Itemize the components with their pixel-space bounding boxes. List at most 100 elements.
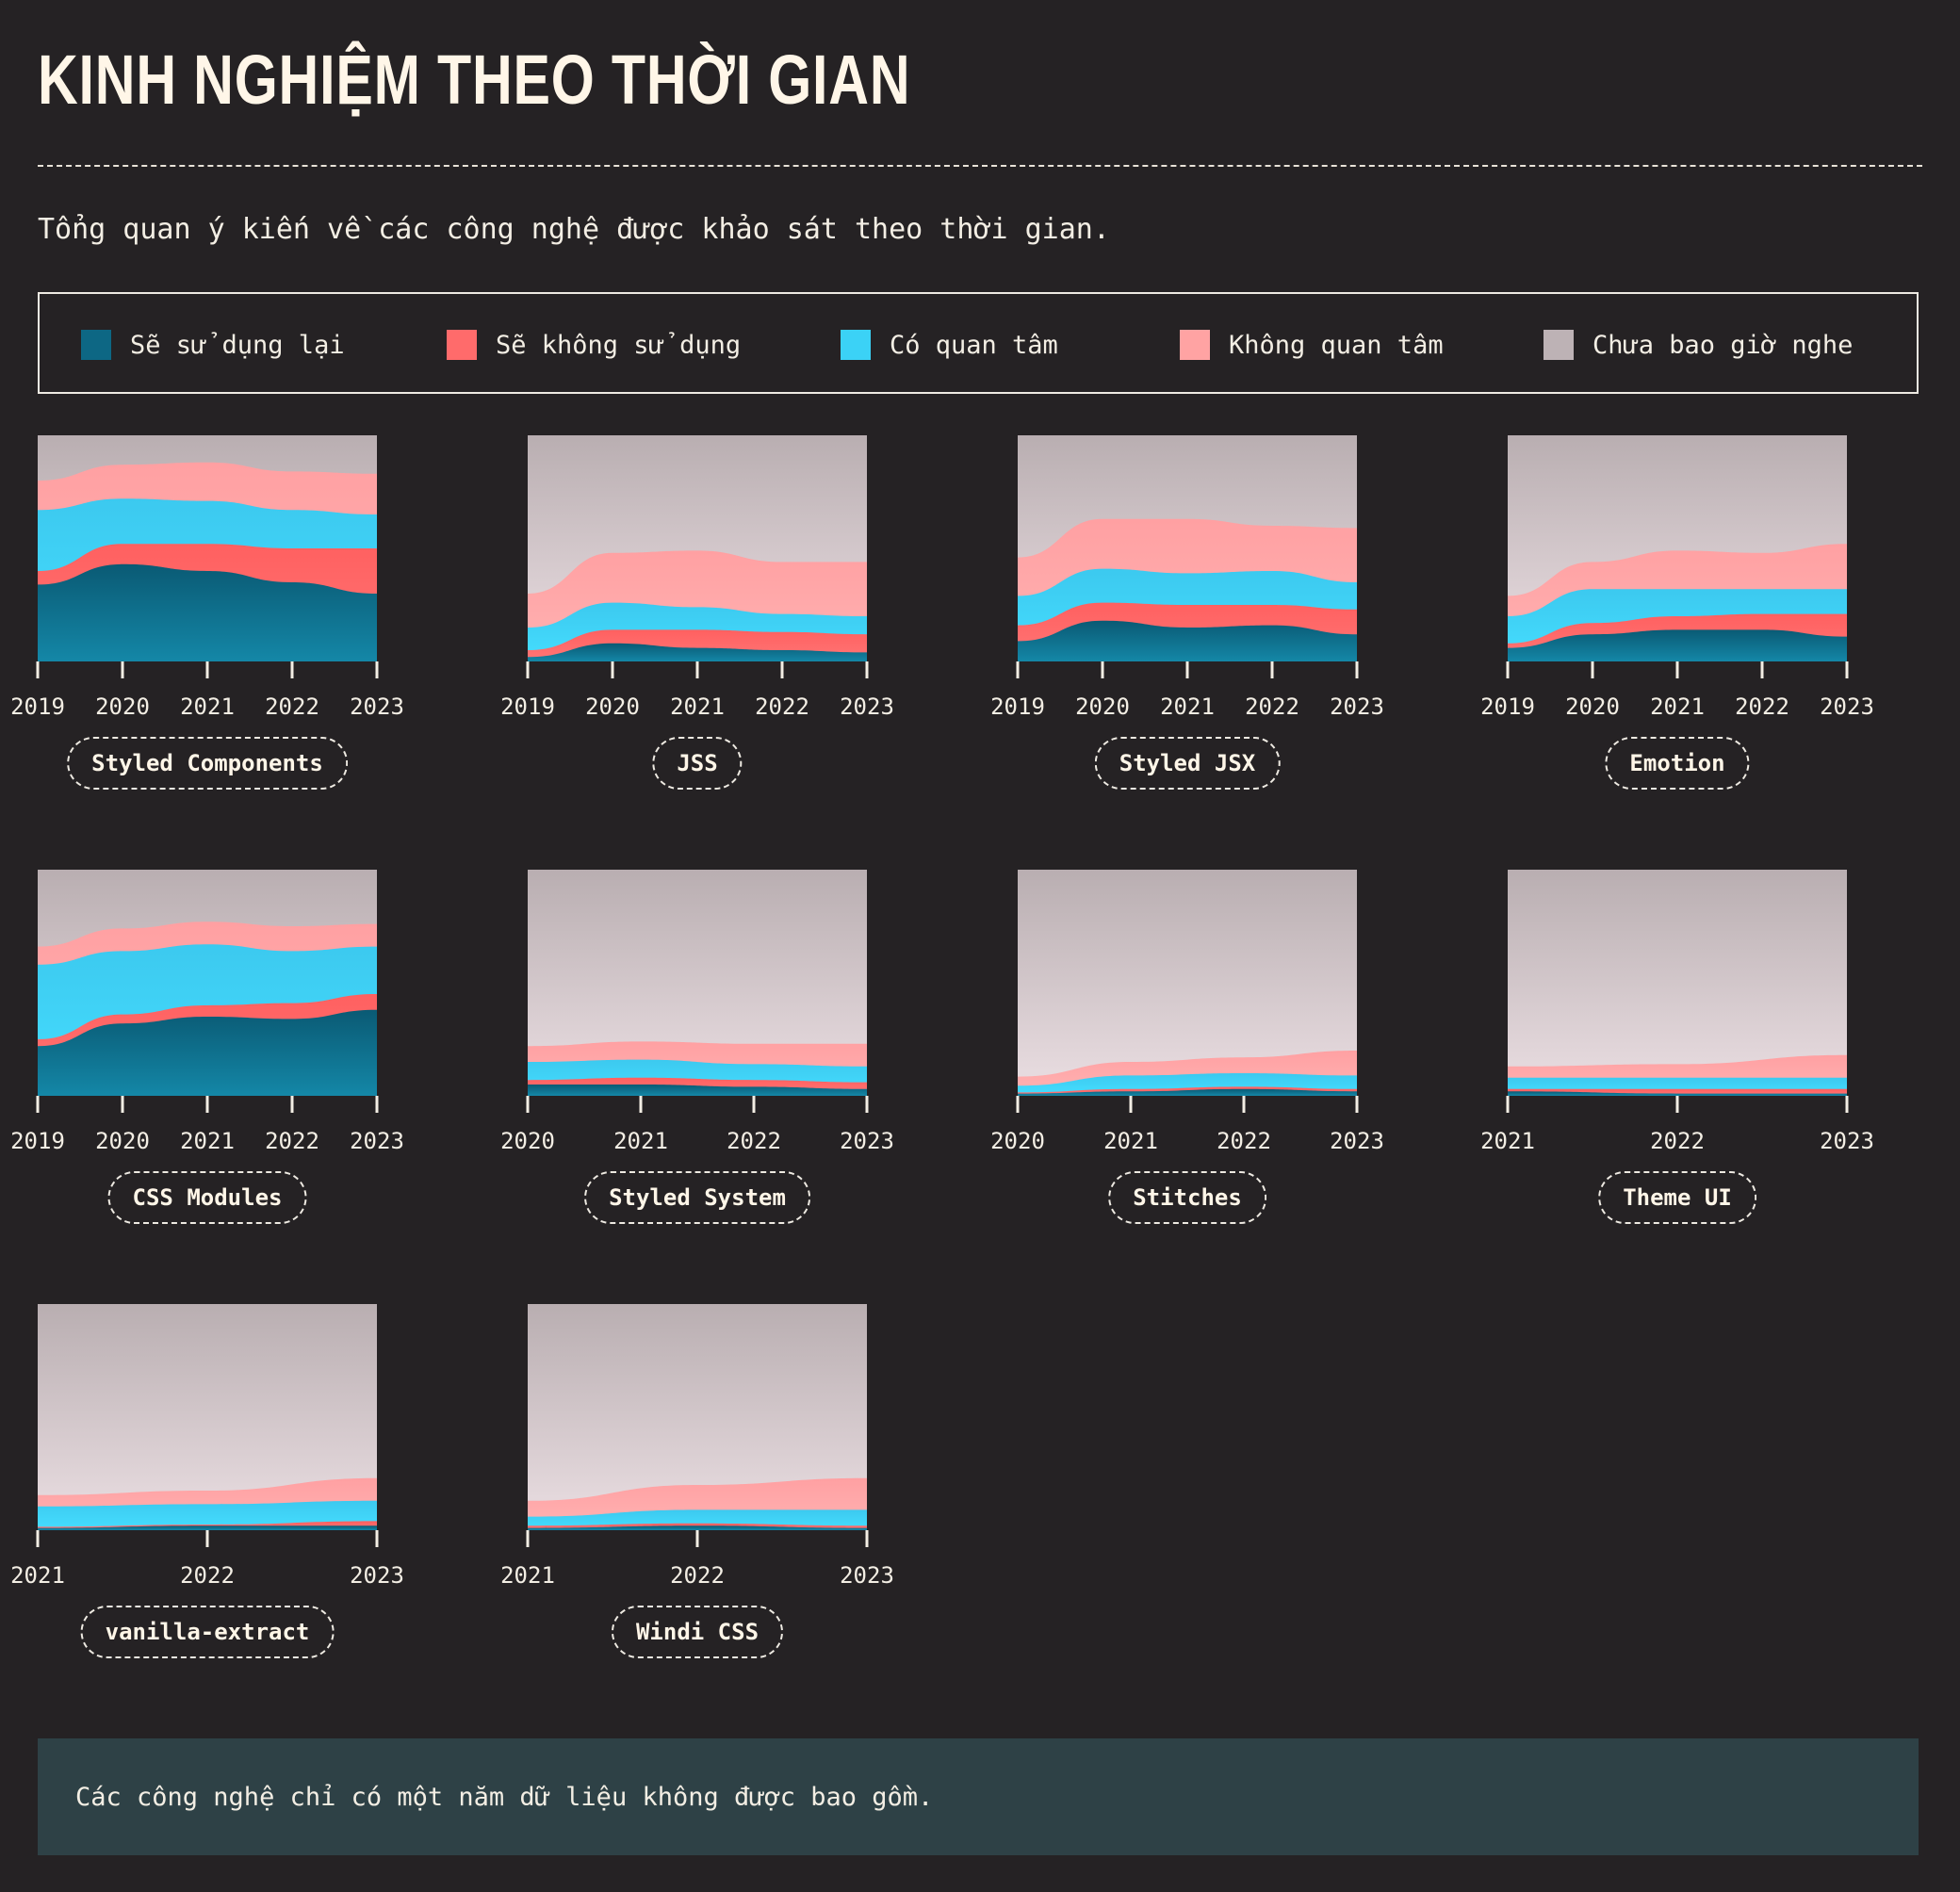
chart-title-pill[interactable]: Theme UI [1598,1171,1756,1224]
chart-title-pill[interactable]: Stitches [1108,1171,1266,1224]
x-tick-label: 2019 [10,1128,65,1154]
area-never-heard [528,1304,867,1530]
chart-title-pill[interactable]: vanilla-extract [80,1606,335,1658]
chart-10: 2021 2022 2023 [500,1304,894,1589]
x-tick-label: 2021 [180,1128,235,1154]
chart-7: 2020 2021 2022 2023 [990,870,1384,1154]
area-would-use-again [528,1525,867,1530]
x-tick-label: 2020 [500,1128,555,1154]
x-tick-label: 2021 [10,1562,65,1589]
legend-swatch [81,330,111,360]
area-would-use-again [38,1525,377,1530]
x-tick-label: 2023 [1820,1128,1874,1154]
x-tick-label: 2022 [265,1128,319,1154]
x-tick-label: 2022 [1245,693,1299,720]
legend-item-would-use-again[interactable]: Sẽ sử dụng lại [81,329,345,361]
x-tick-label: 2019 [990,693,1045,720]
legend-label: Không quan tâm [1229,330,1444,360]
x-tick-label: 2022 [670,1562,725,1589]
x-tick-label: 2023 [1330,1128,1384,1154]
chart-5: 2019 2020 2021 2022 2023 [10,870,404,1154]
x-tick-label: 2020 [585,693,640,720]
x-tick-label: 2021 [1480,1128,1535,1154]
x-tick-label: 2023 [840,1128,894,1154]
chart-6: 2020 2021 2022 2023 [500,870,894,1154]
chart-3: 2019 2020 2021 2022 2023 [990,435,1384,720]
area-would-use-again [1508,1091,1847,1096]
x-tick-label: 2022 [265,693,319,720]
title-divider [38,165,1922,167]
page-subtitle: Tổng quan ý kiến về các công nghệ được k… [38,213,1110,246]
legend-label: Sẽ không sử dụng [496,330,742,360]
x-tick-label: 2023 [840,1562,894,1589]
x-tick-label: 2023 [350,1562,404,1589]
x-tick-label: 2021 [500,1562,555,1589]
chart-title-pill[interactable]: Styled System [584,1171,810,1224]
chart-title-pill[interactable]: JSS [652,737,743,790]
legend-label: Sẽ sử dụng lại [130,330,345,360]
chart-title-pill[interactable]: Styled Components [67,737,348,790]
x-tick-label: 2021 [1160,693,1215,720]
x-tick-label: 2021 [180,693,235,720]
area-interested [38,1500,377,1530]
legend: Sẽ sử dụng lại Sẽ không sử dụng Có quan … [38,292,1919,394]
x-tick-label: 2022 [727,1128,781,1154]
legend-item-not-interested[interactable]: Không quan tâm [1180,329,1444,361]
x-tick-label: 2020 [990,1128,1045,1154]
x-tick-label: 2019 [1480,693,1535,720]
x-tick-label: 2019 [500,693,555,720]
legend-item-interested[interactable]: Có quan tâm [841,329,1058,361]
area-never-heard [1018,870,1357,1096]
x-tick-label: 2019 [10,693,65,720]
x-tick-label: 2022 [180,1562,235,1589]
page-title: KINH NGHIỆM THEO THỜI GIAN [38,41,911,119]
footnote: Các công nghệ chỉ có một năm dữ liệu khô… [38,1738,1919,1855]
legend-swatch [1180,330,1210,360]
legend-swatch [1544,330,1574,360]
footnote-text: Các công nghệ chỉ có một năm dữ liệu khô… [75,1782,934,1812]
x-tick-label: 2020 [1075,693,1130,720]
x-tick-label: 2022 [1735,693,1789,720]
chart-title-pill[interactable]: Windi CSS [611,1606,784,1658]
chart-title-pill[interactable]: CSS Modules [107,1171,307,1224]
area-would-use-again [38,1009,377,1096]
chart-title-pill[interactable]: Styled JSX [1094,737,1281,790]
x-tick-label: 2022 [755,693,809,720]
area-would-use-again [1508,629,1847,661]
legend-item-never-heard[interactable]: Chưa bao giờ nghe [1544,329,1853,361]
area-would-use-again [1018,620,1357,661]
chart-title-pill[interactable]: Emotion [1605,737,1750,790]
chart-1: 2019 2020 2021 2022 2023 [10,435,404,720]
legend-label: Chưa bao giờ nghe [1592,330,1854,360]
x-tick-label: 2021 [1103,1128,1158,1154]
chart-2: 2019 2020 2021 2022 2023 [500,435,894,720]
x-tick-label: 2020 [1565,693,1620,720]
area-would-use-again [38,563,377,661]
x-tick-label: 2023 [350,1128,404,1154]
x-tick-label: 2021 [670,693,725,720]
area-would-use-again [1018,1088,1357,1096]
x-tick-label: 2023 [350,693,404,720]
chart-9: 2021 2022 2023 [10,1304,404,1589]
area-never-heard [1508,870,1847,1096]
x-tick-label: 2020 [95,693,150,720]
x-tick-label: 2023 [840,693,894,720]
charts-grid: 2019 2020 2021 2022 2023 Styled Components 201… [10,0,1922,1696]
chart-4: 2019 2020 2021 2022 2023 [1480,435,1874,720]
x-tick-label: 2020 [95,1128,150,1154]
area-would-use-again [528,1085,867,1096]
area-never-heard [38,1304,377,1530]
legend-swatch [841,330,871,360]
x-tick-label: 2022 [1217,1128,1271,1154]
legend-swatch [447,330,477,360]
chart-8: 2021 2022 2023 [1480,870,1874,1154]
x-tick-label: 2021 [613,1128,668,1154]
area-never-heard [528,870,867,1096]
area-would-use-again [528,643,867,661]
legend-label: Có quan tâm [890,330,1058,360]
x-tick-label: 2022 [1650,1128,1705,1154]
x-tick-label: 2021 [1650,693,1705,720]
x-tick-label: 2023 [1820,693,1874,720]
x-tick-label: 2023 [1330,693,1384,720]
legend-item-would-not-use[interactable]: Sẽ không sử dụng [447,329,741,361]
